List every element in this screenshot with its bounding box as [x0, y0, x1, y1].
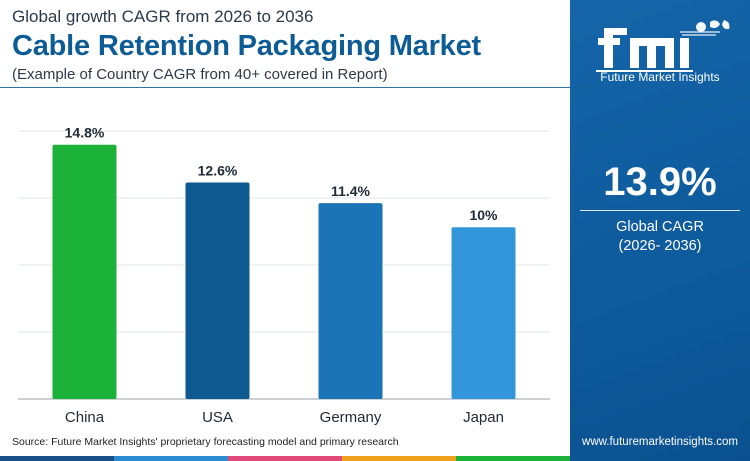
bar-germany: [318, 203, 383, 399]
bar-japan: [451, 227, 516, 399]
strip-segment: [342, 456, 456, 461]
header-divider: [0, 87, 570, 88]
category-label-usa: USA: [202, 409, 233, 426]
strip-segment: [228, 456, 342, 461]
global-cagr-value: 13.9%: [603, 160, 717, 204]
global-cagr-period: (2026- 2036): [618, 238, 702, 254]
website-link[interactable]: www.futuremarketinsights.com: [582, 436, 738, 448]
category-label-china: China: [65, 409, 105, 426]
data-label-japan: 10%: [469, 207, 498, 223]
data-label-usa: 12.6%: [198, 163, 238, 179]
summary-panel: Future Market Insights 13.9% Global CAGR…: [570, 0, 750, 461]
source-note: Source: Future Market Insights' propriet…: [12, 436, 399, 448]
chart-title: Cable Retention Packaging Market: [12, 30, 481, 62]
strip-segment: [456, 456, 570, 461]
data-label-germany: 11.4%: [331, 183, 370, 199]
bar-chart: 14.8% China 12.6% USA 11.4% Germany 10% Japan: [18, 125, 550, 426]
chart-subtitle: (Example of Country CAGR from 40+ covere…: [12, 66, 388, 83]
category-label-germany: Germany: [320, 409, 382, 426]
global-cagr-label: Global CAGR: [616, 219, 704, 235]
chart-panel: Global growth CAGR from 2026 to 2036 Cab…: [0, 7, 570, 461]
strip-segment: [0, 456, 114, 461]
fmi-logo: [596, 20, 730, 72]
logo-caption: Future Market Insights: [600, 70, 720, 84]
value-divider: [580, 210, 740, 211]
bar-china: [52, 144, 117, 399]
data-label-china: 14.8%: [65, 125, 105, 141]
panel-background: [570, 0, 750, 461]
chart-pretitle: Global growth CAGR from 2026 to 2036: [12, 7, 314, 26]
category-label-japan: Japan: [463, 409, 504, 426]
color-strip: [0, 456, 570, 461]
bar-usa: [185, 182, 250, 399]
strip-segment: [114, 456, 228, 461]
